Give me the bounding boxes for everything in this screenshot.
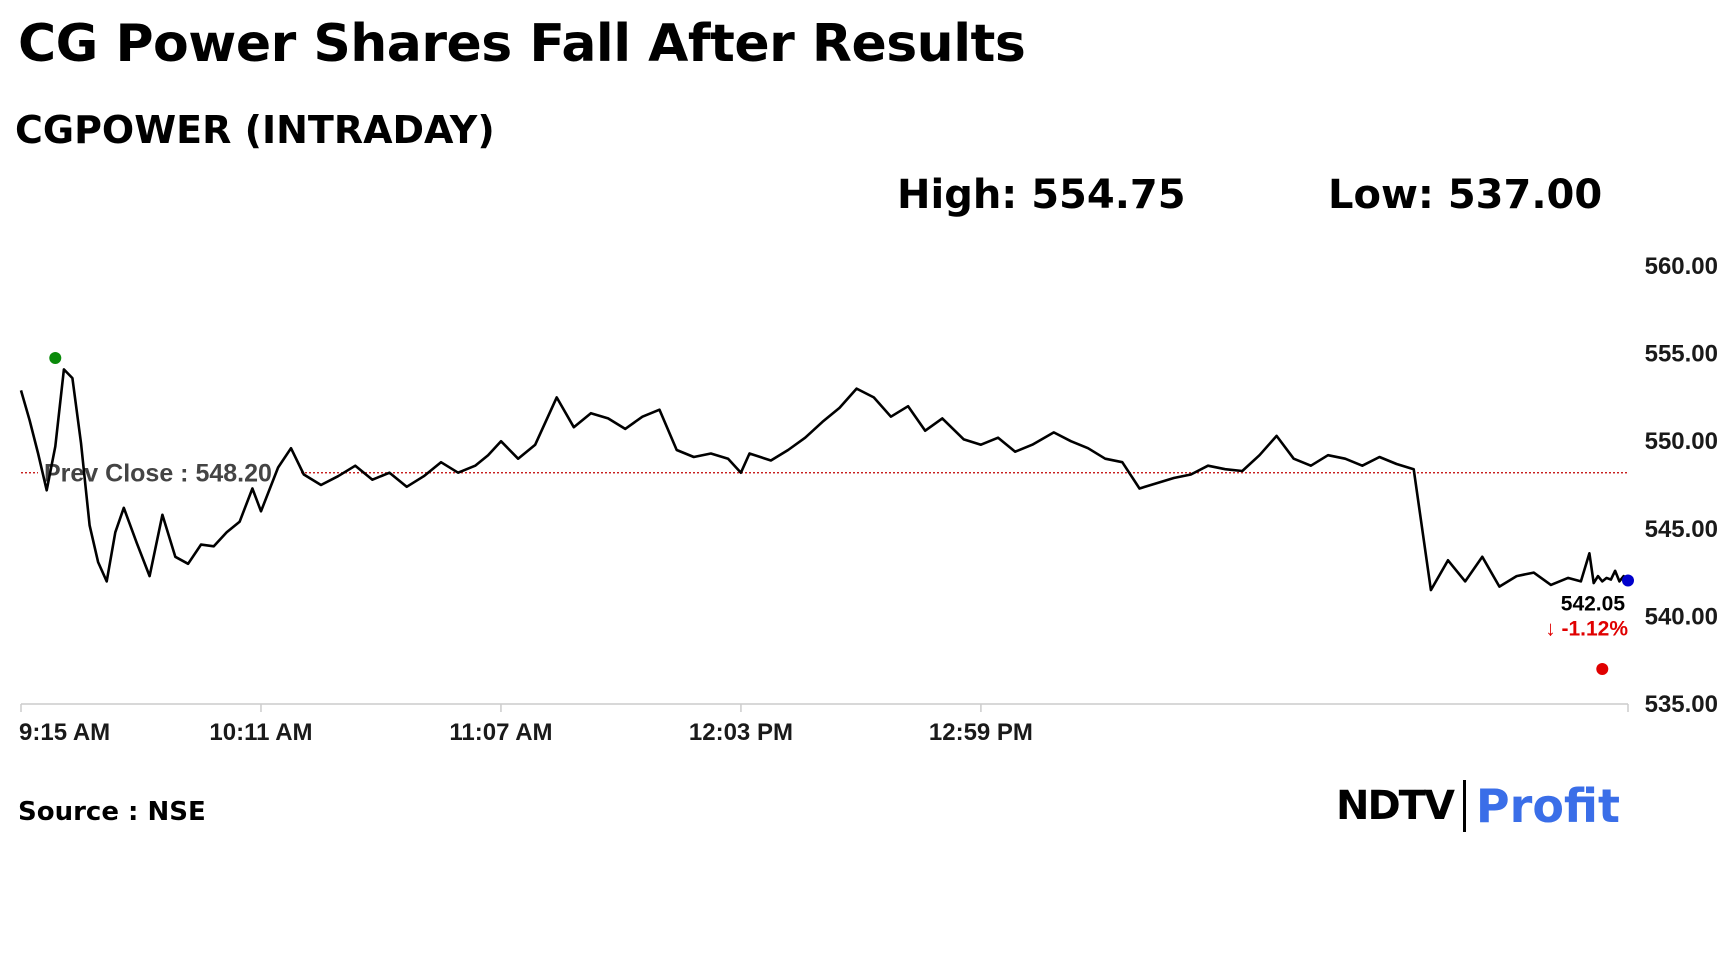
prev-close-label: Prev Close : 548.20 (44, 460, 272, 488)
markers-group: 542.05↓ -1.12% (49, 351, 1634, 675)
y-tick-label: 550.00 (1645, 428, 1718, 455)
chart-subtitle: CGPOWER (INTRADAY) (15, 108, 495, 152)
chart-title: CG Power Shares Fall After Results (18, 14, 1026, 74)
ndtv-profit-logo: NDTV Profit (1336, 776, 1620, 836)
y-tick-label: 555.00 (1645, 341, 1718, 368)
price-line (19, 368, 1629, 592)
price-series (19, 368, 1629, 592)
source-note: Source : NSE (18, 797, 206, 827)
x-tick-label: 9:15 AM (19, 719, 110, 746)
y-tick-label: 545.00 (1645, 516, 1718, 543)
last-price-label: 542.05 (1561, 592, 1626, 615)
logo-ndtv-text: NDTV (1336, 783, 1455, 829)
logo-profit-text: Profit (1475, 779, 1621, 833)
x-tick-label: 10:11 AM (209, 719, 312, 746)
y-axis: 560.00 555.00 550.00 545.00 540.00 535.00 (1645, 253, 1718, 718)
x-tick-label: 11:07 AM (449, 719, 552, 746)
x-axis: 9:15 AM 10:11 AM 11:07 AM 12:03 PM 12:59 PM (19, 703, 1629, 746)
y-tick-label: 535.00 (1645, 691, 1718, 718)
x-tick-label: 12:59 PM (929, 719, 1033, 746)
day-low-marker (1596, 662, 1609, 675)
day-high-stat: High: 554.75 (897, 172, 1186, 218)
y-tick-label: 540.00 (1645, 603, 1718, 630)
day-low-stat: Low: 537.00 (1328, 172, 1603, 218)
change-percent-label: ↓ -1.12% (1545, 617, 1628, 640)
day-high-marker (49, 351, 62, 364)
x-tick-label: 12:03 PM (689, 719, 793, 746)
logo-divider (1462, 780, 1466, 832)
y-tick-label: 560.00 (1645, 253, 1718, 280)
last-price-marker (1622, 574, 1634, 587)
